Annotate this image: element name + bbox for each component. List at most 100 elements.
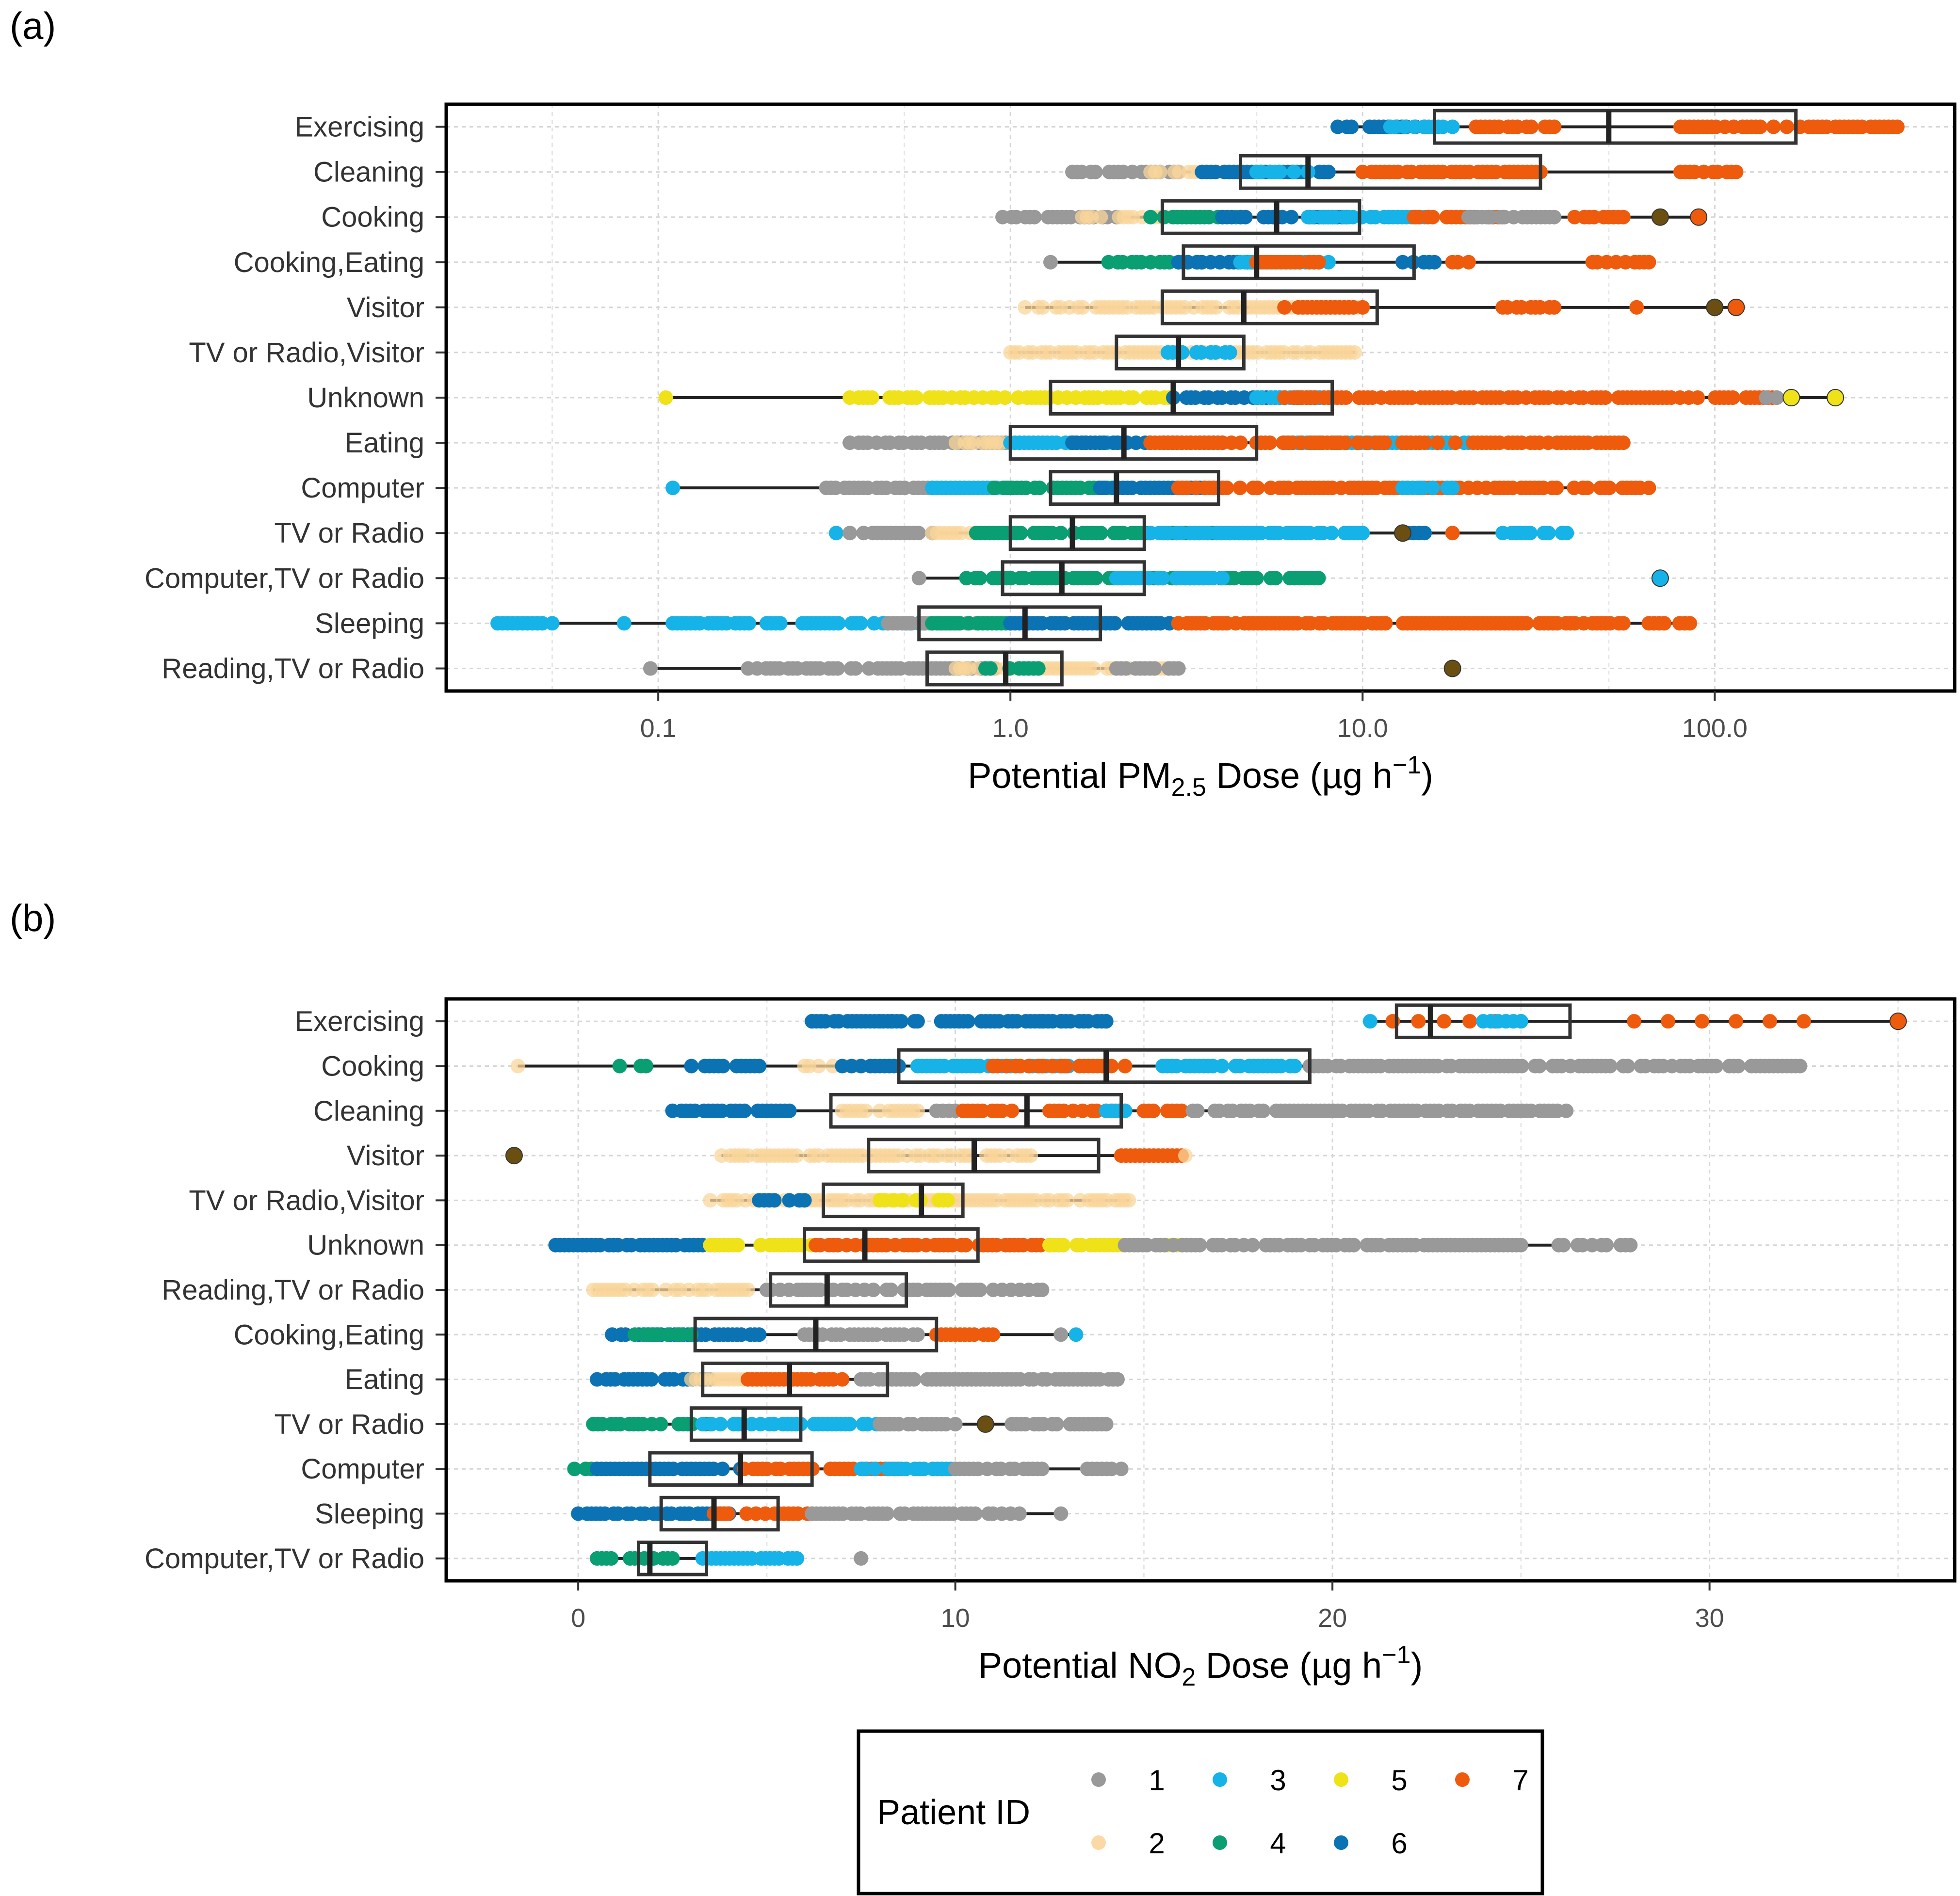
- data-point-patient-7: [1766, 119, 1781, 134]
- category-label: Visitor: [347, 1140, 424, 1172]
- iqr-box: [1182, 244, 1416, 280]
- data-point-patient-6: [684, 1059, 699, 1074]
- data-point-patient-7: [1058, 1059, 1073, 1074]
- data-point-patient-4: [1031, 661, 1046, 676]
- data-point-patient-1: [1110, 1372, 1125, 1387]
- outlier-point-patient-5: [1826, 389, 1844, 406]
- data-point-patient-1: [1256, 1103, 1271, 1118]
- data-point-patient-4: [1032, 481, 1047, 496]
- category-cleaning: [1065, 154, 1744, 190]
- data-point-patient-7: [1627, 1014, 1642, 1029]
- category-label: Sleeping: [315, 1498, 424, 1530]
- data-point-patient-1: [948, 1416, 963, 1431]
- data-point-patient-4: [1311, 571, 1326, 586]
- data-point-patient-5: [895, 1193, 910, 1208]
- data-point-patient-3: [1362, 1014, 1377, 1029]
- data-point-patient-7: [1146, 1103, 1161, 1118]
- category-label: Reading,TV or Radio: [162, 1274, 424, 1306]
- data-point-patient-1: [1514, 1059, 1529, 1074]
- data-point-patient-7: [835, 1372, 850, 1387]
- data-point-patient-4: [604, 1551, 619, 1566]
- data-point-patient-7: [1277, 300, 1292, 315]
- data-point-patient-5: [909, 390, 924, 405]
- data-point-patient-1: [1192, 1237, 1207, 1253]
- iqr-box: [701, 1361, 890, 1398]
- data-point-patient-7: [1425, 209, 1440, 225]
- legend: Patient ID 1 2 3 4 5 6 7: [857, 1729, 1544, 1896]
- category-tv-or-radio: [828, 515, 1574, 551]
- data-point-patient-4: [1268, 571, 1283, 586]
- category-label: Sleeping: [315, 608, 424, 639]
- category-label: Exercising: [294, 1006, 424, 1037]
- data-point-patient-4: [567, 1462, 582, 1477]
- data-point-patient-1: [1769, 390, 1784, 405]
- x-tick-label: 10.0: [1337, 714, 1388, 743]
- data-point-patient-7: [1118, 1059, 1133, 1074]
- category-label: Computer,TV or Radio: [145, 1543, 424, 1575]
- data-point-patient-2: [703, 1193, 718, 1208]
- data-point-patient-6: [1417, 526, 1432, 541]
- iqr-box: [659, 1495, 780, 1532]
- data-point-patient-1: [879, 1506, 894, 1521]
- data-point-patient-6: [952, 1014, 967, 1029]
- data-point-patient-7: [1523, 119, 1539, 134]
- category-label: Cleaning: [313, 157, 424, 188]
- data-point-patient-4: [653, 1416, 668, 1431]
- data-point-patient-3: [1324, 526, 1339, 541]
- data-point-patient-3: [867, 1462, 882, 1477]
- data-point-patient-6: [1344, 119, 1359, 134]
- data-point-patient-1: [1043, 255, 1058, 270]
- data-point-patient-5: [658, 390, 673, 405]
- x-tick-label: 20: [1318, 1604, 1347, 1633]
- outlier-point-patient-3: [1651, 569, 1669, 587]
- panel-a-label: (a): [10, 4, 56, 47]
- data-point-patient-6: [1107, 616, 1122, 631]
- category-tv-or-radio-visitor: [1003, 334, 1362, 370]
- data-point-patient-7: [958, 1237, 973, 1253]
- data-point-patient-1: [842, 526, 858, 541]
- x-tick-label: 100.0: [1682, 714, 1748, 743]
- data-point-patient-3: [1415, 481, 1430, 496]
- outlier-point-patient-8: [1443, 659, 1461, 677]
- data-point-patient-2: [910, 1103, 925, 1118]
- x-tick-label: 1.0: [992, 714, 1029, 743]
- legend-frame: [857, 1729, 1544, 1896]
- iqr-box: [925, 650, 1064, 687]
- iqr-box: [1008, 425, 1259, 461]
- iqr-box: [769, 1272, 908, 1308]
- category-label: TV or Radio: [275, 1409, 424, 1440]
- data-point-patient-3: [1222, 345, 1237, 360]
- iqr-box: [822, 1182, 965, 1219]
- legend-label: 7: [1512, 1764, 1528, 1797]
- data-point-patient-2: [1075, 300, 1090, 315]
- data-point-patient-1: [1245, 1237, 1260, 1253]
- data-point-patient-3: [1445, 481, 1460, 496]
- data-point-patient-7: [1417, 435, 1432, 450]
- data-point-patient-4: [983, 661, 998, 676]
- data-point-patient-7: [1890, 119, 1905, 134]
- data-point-patient-7: [1448, 435, 1463, 450]
- legend-label: 4: [1270, 1827, 1286, 1860]
- data-point-patient-7: [1598, 390, 1613, 405]
- data-point-patient-3: [790, 1551, 805, 1566]
- data-point-patient-7: [1250, 481, 1265, 496]
- data-point-patient-6: [782, 1193, 797, 1208]
- data-point-patient-5: [1056, 1237, 1071, 1253]
- data-point-patient-1: [910, 1327, 925, 1342]
- outlier-point-patient-5: [1782, 389, 1800, 406]
- data-point-patient-7: [986, 1327, 1001, 1342]
- data-point-patient-3: [1559, 526, 1574, 541]
- data-point-patient-3: [1155, 571, 1170, 586]
- x-axis-title: Potential PM2.5 Dose (µg h−1): [968, 751, 1433, 802]
- data-point-patient-7: [1661, 1014, 1676, 1029]
- legend-label: 5: [1391, 1764, 1407, 1797]
- data-point-patient-7: [1763, 1014, 1778, 1029]
- data-point-patient-7: [1377, 435, 1392, 450]
- category-label: Unknown: [307, 382, 424, 414]
- data-point-patient-6: [715, 1059, 730, 1074]
- category-sleeping: [490, 605, 1698, 642]
- data-point-patient-1: [866, 1283, 881, 1297]
- legend-key-6: [1334, 1835, 1348, 1850]
- data-point-patient-2: [1209, 300, 1224, 315]
